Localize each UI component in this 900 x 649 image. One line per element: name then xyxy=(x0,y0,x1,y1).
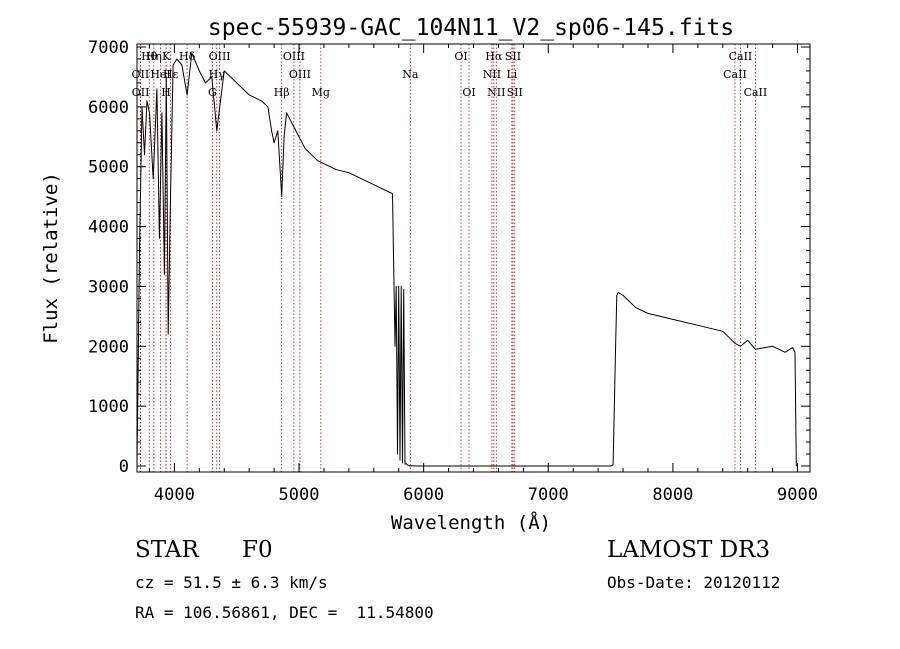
marker-label-17: OII xyxy=(132,68,150,81)
y-axis-label: Flux (relative) xyxy=(40,172,62,344)
object-subclass: F0 xyxy=(242,537,273,563)
y-tick-label-6: 6000 xyxy=(88,98,129,118)
y-tick-label-3: 3000 xyxy=(88,277,129,297)
marker-label-27: Hγ xyxy=(209,68,226,81)
marker-label-23: Hε xyxy=(163,68,179,81)
x-axis-label: Wavelength (Å) xyxy=(391,511,551,534)
marker-label-18: OII xyxy=(132,86,150,99)
marker-label-20: HeI xyxy=(150,68,170,81)
marker-label-4: Na xyxy=(402,68,419,81)
marker-labels-layer: HβOIIIOIIIMgNaOIOIHαNIINIISIILiSIICaIICa… xyxy=(132,50,768,99)
marker-label-19: Hη xyxy=(146,50,162,63)
marker-label-6: OI xyxy=(462,86,475,99)
y-tick-label-2: 2000 xyxy=(88,337,129,357)
marker-label-14: CaII xyxy=(723,68,747,81)
x-tick-label-4: 8000 xyxy=(652,485,693,505)
marker-label-22: K xyxy=(162,50,171,63)
marker-label-2: OIII xyxy=(289,68,311,81)
spectrum-line xyxy=(136,52,797,467)
x-tick-label-1: 5000 xyxy=(279,485,320,505)
marker-label-16: Hθ xyxy=(141,50,158,63)
marker-label-25: G xyxy=(208,86,217,99)
x-tick-label-3: 7000 xyxy=(528,485,569,505)
marker-label-1: OIII xyxy=(283,50,305,63)
x-tick-label-2: 6000 xyxy=(403,485,444,505)
marker-lines-layer xyxy=(139,44,756,472)
object-class: STAR xyxy=(135,537,199,563)
marker-label-9: NII xyxy=(487,86,505,99)
y-tick-label-4: 4000 xyxy=(88,218,129,238)
survey-name: LAMOST DR3 xyxy=(607,537,771,563)
x-tick-label-0: 4000 xyxy=(154,485,195,505)
axes-layer: 4000 5000 6000 7000 8000 9000 0 1000 2000 3000 400… xyxy=(88,38,818,505)
marker-label-3: Mg xyxy=(312,86,330,99)
plot-frame xyxy=(136,43,811,473)
chart-title: spec-55939-GAC_104N11_V2_sp06-145.fits xyxy=(208,15,734,41)
marker-label-26: OIII xyxy=(209,50,231,63)
y-tick-label-0: 0 xyxy=(119,457,129,477)
y-tick-label-5: 5000 xyxy=(88,158,129,178)
marker-label-13: CaII xyxy=(729,50,753,63)
spectrum-layer xyxy=(136,52,797,467)
marker-label-7: Hα xyxy=(485,50,503,63)
marker-label-10: SII xyxy=(505,50,521,63)
y-tick-label-7: 7000 xyxy=(88,38,129,58)
spectrum-chart: spec-55939-GAC_104N11_V2_sp06-145.fits H… xyxy=(40,15,818,534)
marker-label-12: SII xyxy=(507,86,523,99)
x-tick-label-5: 9000 xyxy=(777,485,818,505)
marker-label-15: CaII xyxy=(744,86,768,99)
y-tick-label-1: 1000 xyxy=(88,397,129,417)
marker-label-5: OI xyxy=(454,50,467,63)
observation-date: Obs-Date: 20120112 xyxy=(607,573,781,592)
marker-label-11: Li xyxy=(506,68,517,81)
marker-label-0: Hβ xyxy=(274,86,290,99)
coordinates: RA = 106.56861, DEC = 11.54800 xyxy=(135,603,434,622)
redshift-velocity: cz = 51.5 ± 6.3 km/s xyxy=(135,573,328,592)
marker-label-8: NII xyxy=(483,68,501,81)
